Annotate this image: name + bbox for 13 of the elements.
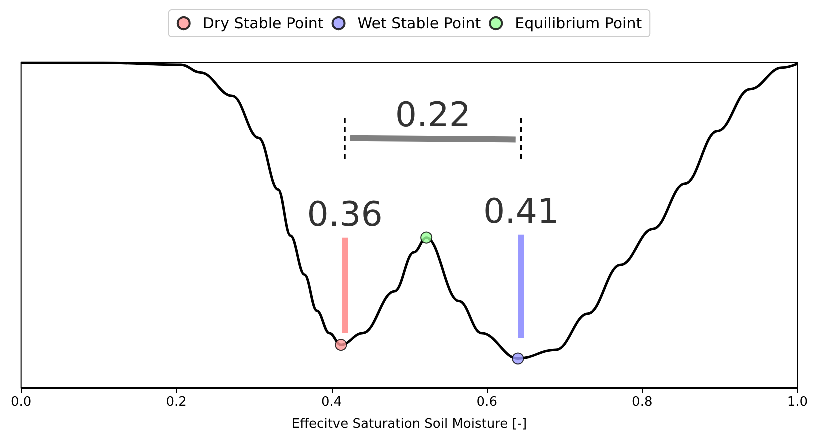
annotation: 0.36 [307, 194, 383, 235]
legend-label: Dry Stable Point [202, 14, 324, 32]
x-tick-label: 0.2 [166, 395, 187, 410]
annotation: 0.41 [483, 192, 560, 232]
x-tick-label: 0.4 [322, 395, 342, 410]
x-axis-title: Effecitve Saturation Soil Moisture [-] [292, 417, 528, 432]
x-tick-label: 1.0 [787, 395, 808, 410]
x-tick-label: 0.8 [632, 395, 653, 410]
x-tick-label: 0.6 [476, 395, 498, 410]
x-tick-label: 0.0 [10, 395, 32, 410]
annotation: 0.22 [395, 95, 472, 136]
legend-label: Wet Stable Point [358, 14, 482, 32]
legend-label: Equilibrium Point [515, 14, 642, 32]
